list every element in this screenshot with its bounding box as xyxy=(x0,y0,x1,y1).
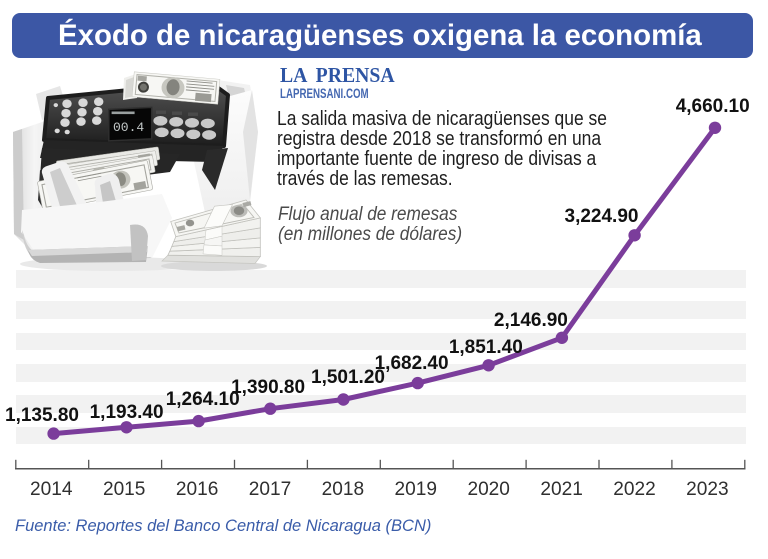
svg-text:00.4: 00.4 xyxy=(113,120,144,135)
